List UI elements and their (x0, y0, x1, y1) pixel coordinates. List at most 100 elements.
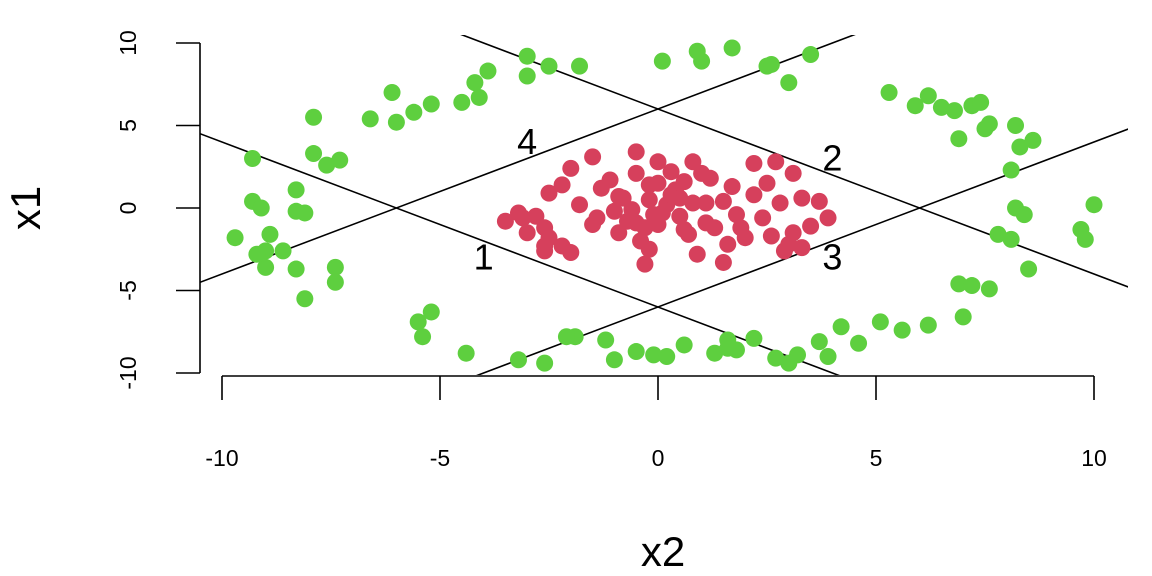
x-tick-label: 10 (1081, 445, 1107, 471)
data-point (296, 290, 314, 308)
data-point (671, 207, 689, 225)
data-point (919, 87, 937, 105)
data-point (675, 173, 693, 191)
data-point (980, 280, 998, 298)
data-point (470, 88, 488, 106)
y-tick-label: -5 (115, 280, 141, 300)
data-point (296, 204, 314, 222)
data-point (627, 164, 645, 182)
data-point (793, 239, 811, 257)
data-point (326, 273, 344, 291)
data-point (980, 115, 998, 133)
data-point (754, 209, 772, 227)
data-point (226, 229, 244, 247)
data-point (832, 318, 850, 336)
line-label-2: 2 (822, 138, 842, 179)
data-point (810, 192, 828, 210)
line-label-4: 4 (517, 121, 537, 162)
data-point (675, 220, 693, 238)
data-point (706, 344, 724, 362)
data-point (701, 169, 719, 187)
data-point (684, 194, 702, 212)
data-point (274, 242, 292, 260)
data-point (871, 313, 889, 331)
data-point (557, 328, 575, 346)
separating-line-3 (476, 128, 1128, 375)
data-point (409, 313, 427, 331)
data-point (775, 242, 793, 260)
data-point (893, 321, 911, 339)
data-point (719, 235, 737, 253)
axes: -10 -5 0 5 10 -10 -5 0 5 10 (115, 30, 1107, 471)
data-point (945, 102, 963, 120)
data-point (540, 184, 558, 202)
data-point (767, 153, 785, 171)
data-point (627, 143, 645, 161)
x-tick-label: 0 (652, 445, 665, 471)
data-point (514, 209, 532, 227)
data-point (723, 39, 741, 57)
data-point (422, 303, 440, 321)
data-point (706, 219, 724, 237)
data-point (880, 84, 898, 101)
data-point (802, 46, 820, 64)
data-point (422, 95, 440, 113)
data-point (972, 93, 990, 111)
data-point (1085, 196, 1103, 214)
data-point (601, 171, 619, 189)
data-point (671, 189, 689, 207)
data-point (653, 52, 671, 70)
line-labels: 1 2 3 4 (474, 121, 843, 278)
data-point (963, 277, 981, 295)
data-point (771, 194, 789, 212)
data-point (954, 308, 972, 326)
data-point (318, 156, 336, 174)
separating-line-1 (200, 132, 840, 375)
data-point (536, 354, 554, 372)
data-point (684, 153, 702, 171)
data-point (584, 216, 602, 233)
data-point (640, 176, 658, 194)
data-points (226, 39, 1103, 372)
data-point (649, 153, 667, 171)
data-point (850, 334, 868, 352)
data-point (610, 187, 628, 205)
data-point (645, 346, 663, 364)
data-point (932, 98, 950, 116)
data-point (605, 202, 623, 220)
data-point (758, 174, 776, 192)
data-point (261, 225, 279, 243)
data-point (719, 339, 737, 357)
data-point (802, 217, 820, 235)
data-point (1015, 206, 1033, 224)
data-point (518, 67, 536, 85)
data-point (714, 253, 732, 271)
y-axis-title: x1 (2, 186, 49, 230)
data-point (496, 212, 514, 230)
data-point (627, 343, 645, 361)
data-point (780, 74, 798, 92)
x-tick-label: -5 (430, 445, 450, 471)
data-point (767, 349, 785, 367)
data-point (819, 209, 837, 227)
data-point (453, 93, 471, 111)
data-point (745, 154, 763, 172)
data-point (675, 336, 693, 354)
data-point (919, 316, 937, 334)
data-point (252, 199, 270, 217)
data-point (597, 331, 615, 349)
data-point (1011, 138, 1029, 156)
data-point (658, 348, 676, 365)
data-point (950, 275, 968, 293)
x-tick-label: 5 (870, 445, 883, 471)
data-point (989, 225, 1007, 243)
data-point (819, 348, 837, 365)
data-point (745, 329, 763, 347)
data-point (326, 258, 344, 276)
data-point (623, 201, 641, 219)
data-point (610, 224, 628, 242)
data-point (745, 186, 763, 204)
y-tick-label: 10 (115, 30, 141, 56)
data-point (287, 181, 305, 199)
